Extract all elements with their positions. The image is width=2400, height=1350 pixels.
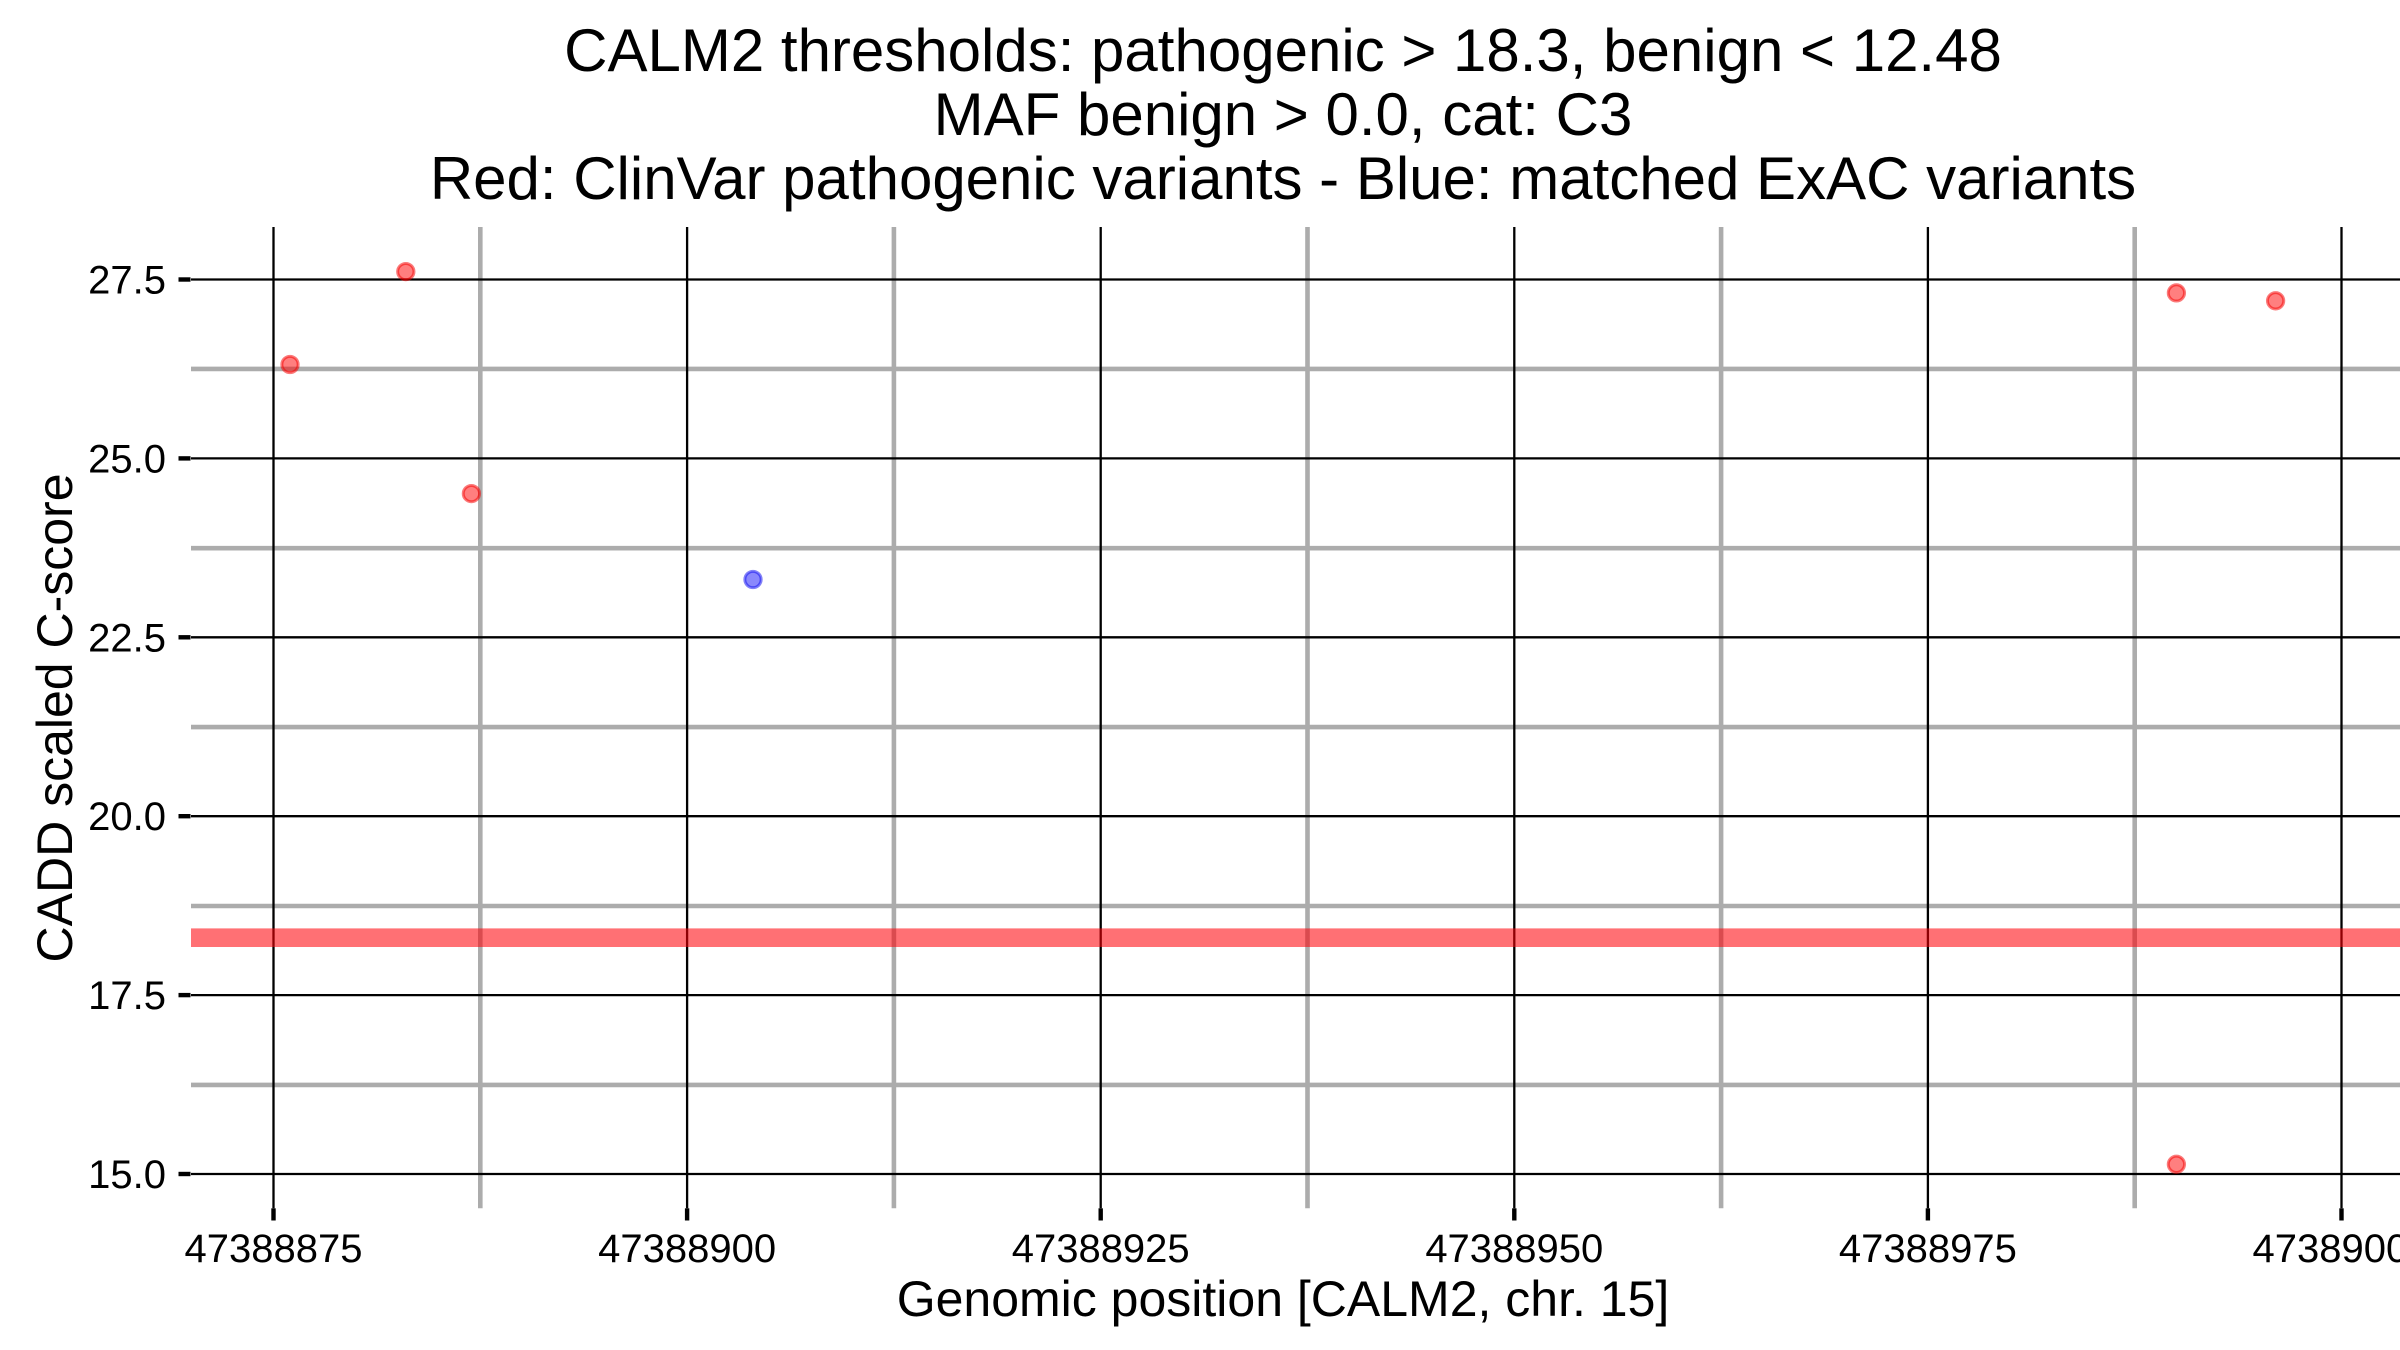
svg-text:CALM2 thresholds: pathogenic >: CALM2 thresholds: pathogenic > 18.3, ben… (564, 17, 2002, 84)
svg-text:47388975: 47388975 (1839, 1227, 2017, 1271)
svg-text:MAF benign > 0.0, cat: C3: MAF benign > 0.0, cat: C3 (934, 81, 1633, 148)
svg-text:17.5: 17.5 (88, 974, 166, 1018)
svg-text:47388875: 47388875 (185, 1227, 363, 1271)
svg-text:22.5: 22.5 (88, 616, 166, 660)
svg-text:CADD scaled C-score: CADD scaled C-score (27, 473, 83, 962)
svg-text:Genomic position [CALM2, chr.: Genomic position [CALM2, chr. 15] (897, 1271, 1670, 1327)
svg-text:25.0: 25.0 (88, 437, 166, 481)
svg-text:27.5: 27.5 (88, 259, 166, 303)
svg-text:47388925: 47388925 (1012, 1227, 1190, 1271)
svg-text:47389000: 47389000 (2253, 1227, 2400, 1271)
svg-text:47388950: 47388950 (1425, 1227, 1603, 1271)
svg-text:15.0: 15.0 (88, 1153, 166, 1197)
svg-text:20.0: 20.0 (88, 795, 166, 839)
svg-text:Red: ClinVar pathogenic varian: Red: ClinVar pathogenic variants - Blue:… (430, 145, 2136, 212)
svg-text:47388900: 47388900 (598, 1227, 776, 1271)
